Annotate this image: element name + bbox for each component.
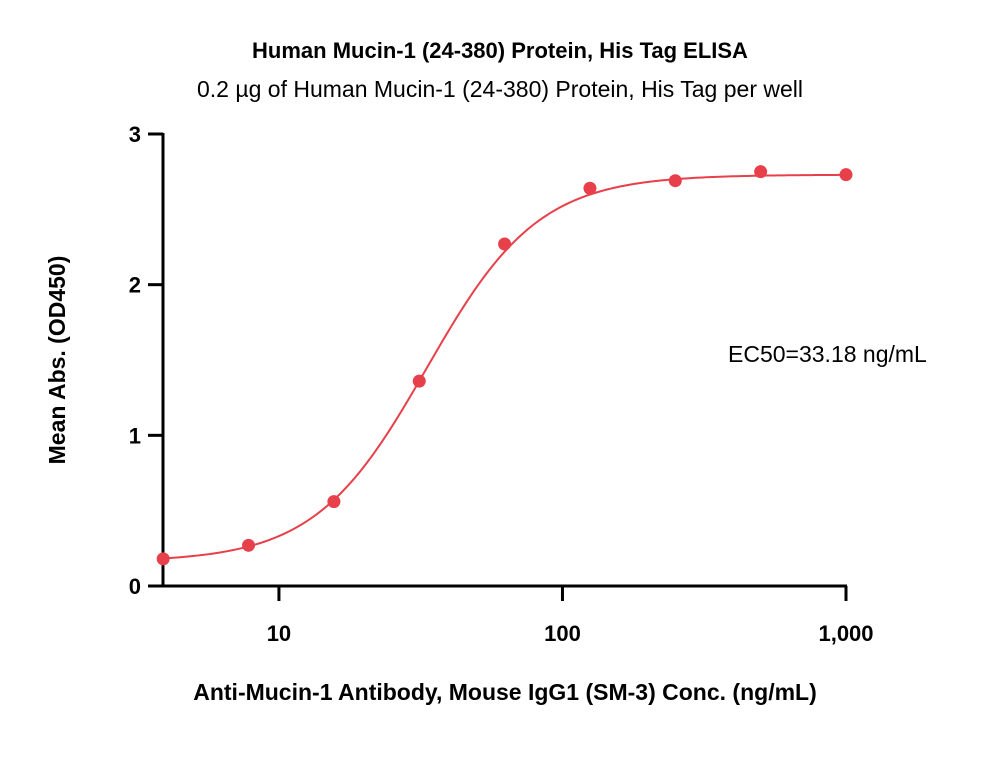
fit-curve-group	[163, 173, 847, 560]
ec50-annotation: EC50=33.18 ng/mL	[728, 341, 927, 367]
y-tick-label: 1	[129, 423, 141, 448]
chart-subtitle: 0.2 µg of Human Mucin-1 (24-380) Protein…	[197, 76, 803, 102]
x-tick-label: 1,000	[818, 621, 873, 646]
y-axis-label: Mean Abs. (OD450)	[44, 256, 70, 465]
x-tick-label: 100	[544, 621, 581, 646]
chart-title: Human Mucin-1 (24-380) Protein, His Tag …	[252, 38, 748, 63]
data-point	[412, 374, 426, 388]
y-tick-label: 0	[129, 574, 141, 599]
data-point	[583, 181, 597, 195]
y-tick-label: 3	[129, 122, 141, 147]
x-tick-label: 10	[267, 621, 291, 646]
data-point	[839, 168, 853, 182]
data-point	[754, 165, 768, 179]
x-axis-label: Anti-Mucin-1 Antibody, Mouse IgG1 (SM-3)…	[193, 679, 817, 705]
data-point	[668, 174, 682, 188]
data-point	[242, 538, 256, 552]
axes	[148, 132, 848, 601]
data-point	[327, 495, 341, 509]
tick-labels: 0 1 2 3 10 100 1,000	[129, 122, 874, 646]
data-point	[156, 552, 170, 566]
data-points	[156, 165, 853, 566]
data-point	[498, 237, 512, 251]
fit-curve	[163, 173, 847, 560]
y-tick-label: 2	[129, 273, 141, 298]
